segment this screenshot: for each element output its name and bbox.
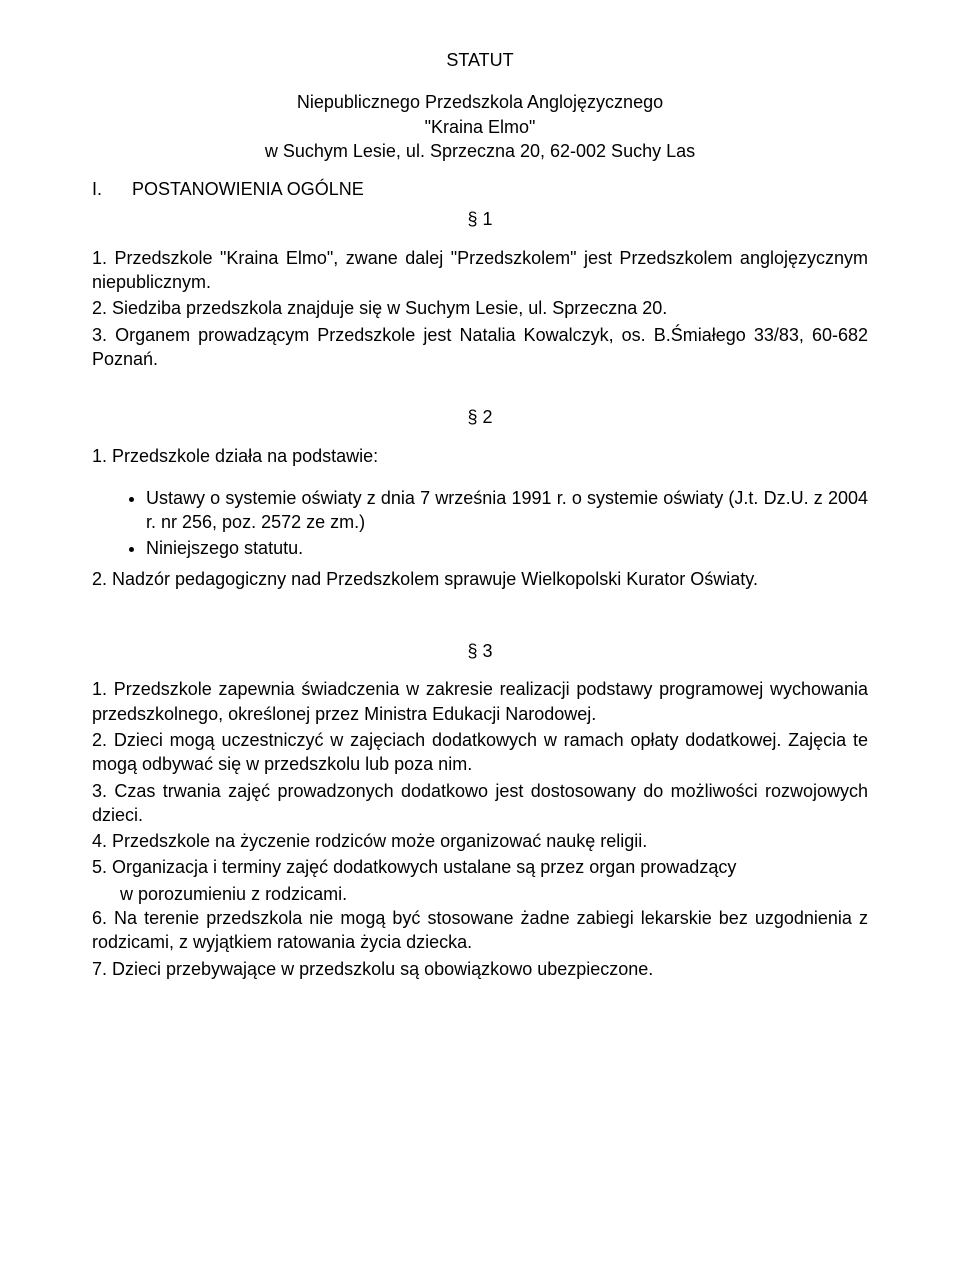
section-symbol-3: § 3 xyxy=(92,639,868,663)
sec2-bullet-list: Ustawy o systemie oświaty z dnia 7 wrześ… xyxy=(92,486,868,561)
sec3-para7: 7. Dzieci przebywające w przedszkolu są … xyxy=(92,957,868,981)
sec1-para2: 2. Siedziba przedszkola znajduje się w S… xyxy=(92,296,868,320)
spacer xyxy=(92,373,868,399)
sec3-para4: 4. Przedszkole na życzenie rodziców może… xyxy=(92,829,868,853)
sec1-para1: 1. Przedszkole "Kraina Elmo", zwane dale… xyxy=(92,246,868,295)
sec2-para2: 2. Nadzór pedagogiczny nad Przedszkolem … xyxy=(92,567,868,591)
section-symbol-1: § 1 xyxy=(92,207,868,231)
doc-subtitle-block: Niepublicznego Przedszkola Anglojęzyczne… xyxy=(92,90,868,163)
document-page: STATUT Niepublicznego Przedszkola Angloj… xyxy=(0,0,960,1284)
list-item: Ustawy o systemie oświaty z dnia 7 wrześ… xyxy=(146,486,868,535)
section-symbol-2: § 2 xyxy=(92,405,868,429)
sec3-para5-sub: w porozumieniu z rodzicami. xyxy=(92,882,868,906)
spacer xyxy=(92,470,868,480)
sec1-para3: 3. Organem prowadzącym Przedszkole jest … xyxy=(92,323,868,372)
sec3-para1: 1. Przedszkole zapewnia świadczenia w za… xyxy=(92,677,868,726)
sec3-para5: 5. Organizacja i terminy zajęć dodatkowy… xyxy=(92,855,868,879)
doc-title: STATUT xyxy=(92,48,868,72)
sec3-para2: 2. Dzieci mogą uczestniczyć w zajęciach … xyxy=(92,728,868,777)
subtitle-line-1: Niepublicznego Przedszkola Anglojęzyczne… xyxy=(92,90,868,114)
spacer xyxy=(92,593,868,633)
subtitle-line-3: w Suchym Lesie, ul. Sprzeczna 20, 62-002… xyxy=(92,139,868,163)
roman-section-I: I. POSTANOWIENIA OGÓLNE xyxy=(92,177,868,201)
roman-label: POSTANOWIENIA OGÓLNE xyxy=(132,177,364,201)
sec3-para6: 6. Na terenie przedszkola nie mogą być s… xyxy=(92,906,868,955)
sec2-para1: 1. Przedszkole działa na podstawie: xyxy=(92,444,868,468)
roman-numeral: I. xyxy=(92,177,132,201)
subtitle-line-2: "Kraina Elmo" xyxy=(92,115,868,139)
sec3-para3: 3. Czas trwania zajęć prowadzonych dodat… xyxy=(92,779,868,828)
list-item: Niniejszego statutu. xyxy=(146,536,868,560)
